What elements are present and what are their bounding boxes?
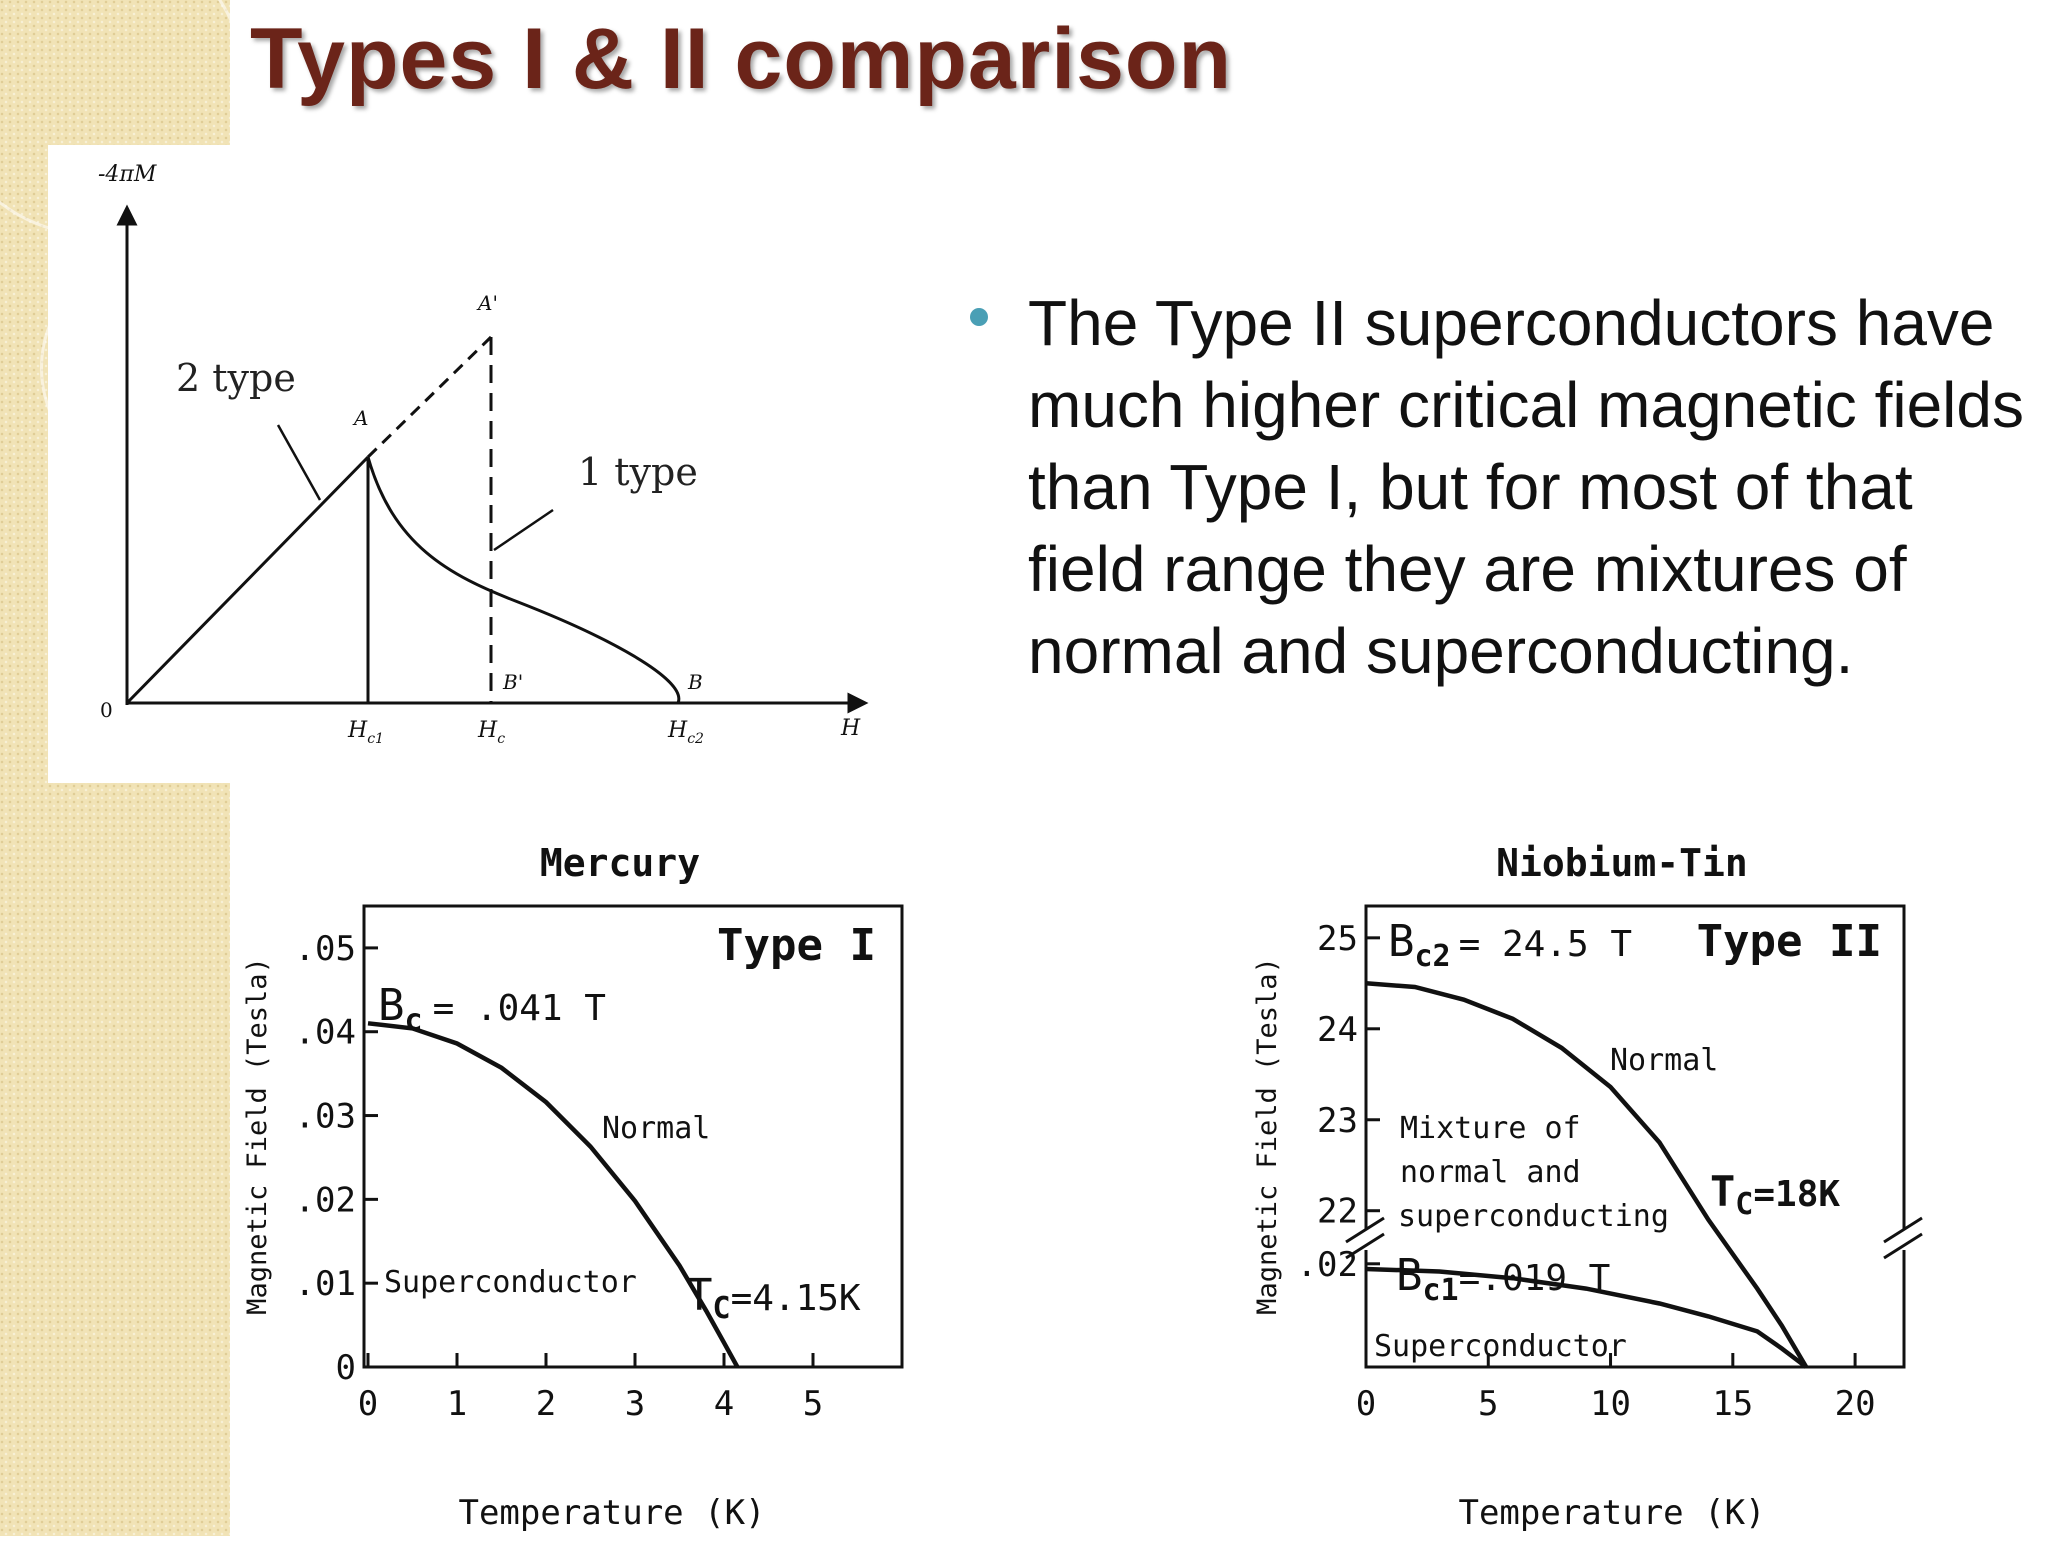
hc2-tick-label: Hc2 — [667, 718, 704, 747]
mercury-x-tick-label: 3 — [625, 1384, 645, 1424]
mercury-x-tick-label: 4 — [714, 1384, 734, 1424]
niobium-tin-x-tick-label: 5 — [1478, 1384, 1498, 1424]
niobium-tin-chart-title: Niobium-Tin — [1496, 841, 1748, 885]
mercury-superconductor-label: Superconductor — [384, 1265, 637, 1300]
niobium-tin-chart: Niobium-Tin 25 24 23 22 .02 0 5 10 15 20 Magneti… — [1250, 820, 1950, 1536]
mercury-x-tick-label: 0 — [358, 1384, 378, 1424]
slide-title: Types I & II comparison — [250, 11, 1232, 107]
mercury-y-tick-label: .05 — [295, 929, 356, 969]
niobium-tin-x-tick-label: 20 — [1835, 1384, 1876, 1424]
niobium-tin-bc2-curve — [1365, 981, 1809, 1369]
niobium-tin-bc2-annotation: Bc2 = 24.5 T — [1388, 916, 1632, 974]
type1-label: 1 type — [578, 450, 698, 494]
niobium-tin-superconductor-label: Superconductor — [1374, 1329, 1627, 1364]
niobium-tin-y-tick-label: 23 — [1317, 1101, 1358, 1141]
niobium-tin-plot-frame — [1364, 904, 1906, 1369]
niobium-tin-y-tick-label: 25 — [1317, 919, 1358, 959]
niobium-tin-x-tick-label: 10 — [1590, 1384, 1631, 1424]
niobium-tin-y-axis-label: Magnetic Field (Tesla) — [1252, 957, 1283, 1315]
hc-tick-label: Hc — [477, 718, 505, 747]
diagram-x-axis-label: H — [840, 716, 861, 741]
mercury-chart: Mercury 0 .01 .02 .03 .04 .05 0 1 2 3 4 5 Magnetic… — [232, 820, 932, 1536]
mercury-y-tick-label: .02 — [295, 1180, 356, 1220]
bullet-text: The Type II superconductors have much hi… — [1028, 287, 2024, 687]
mercury-y-tick-label: .01 — [295, 1264, 356, 1304]
type2-decay-curve — [366, 456, 681, 704]
niobium-tin-bc1-annotation: Bc1=.019 T — [1396, 1250, 1610, 1308]
niobium-tin-x-tick-label: 15 — [1712, 1384, 1753, 1424]
mercury-y-tick-label: .04 — [295, 1013, 356, 1053]
right-axis-break-icon — [1883, 1216, 1923, 1260]
niobium-tin-type-label: Type II — [1697, 916, 1882, 967]
magnetization-diagram: -4πM 0 H 2 type 1 type A A' B B' Hc1 Hc … — [48, 145, 988, 783]
point-a-label: A — [352, 406, 368, 430]
bullet-item: The Type II superconductors have much hi… — [970, 282, 2030, 692]
point-b-prime-label: B' — [502, 670, 523, 694]
mercury-tc-annotation: TC=4.15K — [686, 1270, 861, 1326]
niobium-tin-tc-annotation: TC=18K — [1710, 1167, 1840, 1222]
point-b-label: B — [687, 670, 703, 694]
niobium-tin-y-tick-label: 24 — [1317, 1010, 1358, 1050]
mercury-type-label: Type I — [717, 920, 876, 971]
niobium-tin-mixture-label-line3: superconducting — [1398, 1199, 1669, 1234]
niobium-tin-mixture-label-line1: Mixture of — [1400, 1111, 1581, 1146]
mercury-chart-svg: Mercury 0 .01 .02 .03 .04 .05 0 1 2 3 4 5 Magnetic… — [242, 841, 904, 1533]
magnetization-svg: -4πM 0 H 2 type 1 type A A' B B' Hc1 Hc … — [98, 162, 869, 747]
niobium-tin-y-tick-label: .02 — [1297, 1245, 1358, 1285]
mercury-plot-frame — [362, 904, 904, 1369]
mercury-y-tick-label: .03 — [295, 1097, 356, 1137]
diagram-y-axis-label: -4πM — [98, 162, 157, 187]
niobium-tin-y-tick-label: 22 — [1317, 1192, 1358, 1232]
mercury-critical-field-curve — [367, 1021, 740, 1369]
mercury-bc-annotation: Bc = .041 T — [378, 980, 606, 1038]
mercury-x-axis-label: Temperature (K) — [458, 1493, 765, 1533]
mercury-y-tick-label: 0 — [336, 1348, 356, 1388]
niobium-tin-x-axis-label: Temperature (K) — [1458, 1493, 1765, 1533]
mercury-x-tick-label: 1 — [447, 1384, 467, 1424]
niobium-tin-chart-svg: Niobium-Tin 25 24 23 22 .02 0 5 10 15 20 Magneti… — [1252, 841, 1923, 1533]
mercury-normal-label: Normal — [602, 1111, 710, 1146]
bullet-dot-icon — [970, 308, 988, 326]
niobium-tin-mixture-label-line2: normal and — [1400, 1155, 1581, 1190]
mercury-y-axis-label: Magnetic Field (Tesla) — [242, 957, 273, 1315]
type2-pointer — [276, 424, 322, 501]
type1-dashed-rise — [366, 335, 493, 459]
mercury-chart-title: Mercury — [540, 841, 700, 885]
type2-linear-rise — [125, 455, 370, 705]
niobium-tin-normal-label: Normal — [1610, 1043, 1718, 1078]
hc1-tick-label: Hc1 — [347, 718, 384, 747]
diagram-origin-label: 0 — [100, 698, 113, 722]
type2-label: 2 type — [176, 356, 296, 400]
mercury-x-tick-label: 5 — [803, 1384, 823, 1424]
type1-pointer — [493, 508, 554, 552]
mercury-x-tick-label: 2 — [536, 1384, 556, 1424]
point-a-prime-label: A' — [476, 291, 498, 315]
niobium-tin-x-tick-label: 0 — [1356, 1384, 1376, 1424]
left-axis-break-icon — [1345, 1216, 1385, 1260]
niobium-tin-bc1-curve — [1365, 1266, 1808, 1369]
